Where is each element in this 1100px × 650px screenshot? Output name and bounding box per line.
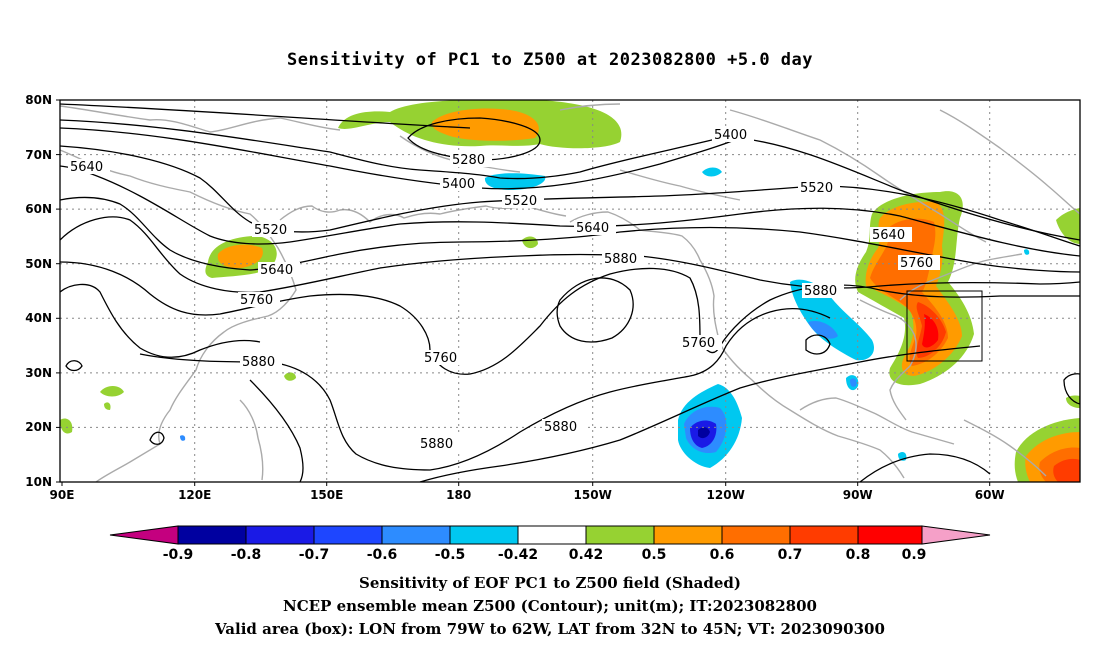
contour-label: 5520 [800,181,833,196]
y-tick-label: 70N [25,148,52,162]
colorbar-swatch [449,525,519,545]
y-tick-label: 50N [25,257,52,271]
contour-label: 5520 [254,223,287,238]
colorbar-swatch [245,525,315,545]
y-tick-label: 20N [25,420,52,434]
colorbar-swatch [517,525,587,545]
contour-label: 5760 [900,256,933,271]
contour-label: 5640 [260,263,293,278]
colorbar-label: -0.9 [163,547,194,563]
colorbar-swatch [381,525,451,545]
contour-label: 5760 [240,293,273,308]
coastlines [60,103,1080,482]
colorbar-label: 0.7 [778,547,803,563]
contour-label: 5520 [504,194,537,209]
colorbar-label: -0.8 [231,547,262,563]
y-tick-label: 30N [25,366,52,380]
colorbar: -0.9 -0.8 -0.7 -0.6 -0.5 -0.42 0.42 0.5 … [109,525,991,563]
x-tick-label: 150W [574,488,612,502]
contour-label: 5400 [714,128,747,143]
colorbar-label: 0.5 [642,547,667,563]
colorbar-label: -0.5 [435,547,466,563]
contour-label: 5640 [70,160,103,175]
colorbar-label: -0.6 [367,547,398,563]
y-tick-label: 40N [25,311,52,325]
contour-label: 5880 [420,437,453,452]
x-tick-label: 120E [178,488,211,502]
x-tick-label: 120W [707,488,745,502]
x-tick-label: 180 [446,488,471,502]
x-tick-label: 60W [975,488,1005,502]
colorbar-swatch [721,525,791,545]
contour-label: 5880 [242,355,275,370]
x-tick-label: 150E [310,488,343,502]
colorbar-right-triangle [921,525,991,545]
colorbar-swatch [789,525,859,545]
contour-label: 5880 [604,252,637,267]
contour-label: 5280 [452,153,485,168]
y-tick-label: 80N [25,93,52,107]
contour-label: 5760 [682,336,715,351]
x-tick-label: 90E [50,488,75,502]
colorbar-left-triangle [109,525,179,545]
valid-area-box [906,290,983,362]
colorbar-label: 0.6 [710,547,735,563]
x-tick-label: 90W [843,488,873,502]
colorbar-swatch [857,525,923,545]
contour-label: 5880 [544,420,577,435]
colorbar-label: 0.8 [846,547,871,563]
colorbar-label: -0.42 [498,547,538,563]
colorbar-swatch [653,525,723,545]
contour-label: 5640 [576,221,609,236]
colorbar-swatch [177,525,247,545]
footer-valid-area-caption: Valid area (box): LON from 79W to 62W, L… [215,620,885,638]
colorbar-swatch [585,525,655,545]
colorbar-swatch [313,525,383,545]
footer-contour-caption: NCEP ensemble mean Z500 (Contour); unit(… [283,597,817,615]
contour-label-group: 5640 5520 5640 5760 5880 5280 5400 5520 … [68,127,940,452]
y-axis: 80N 70N 60N 50N 40N 30N 20N 10N [25,93,60,489]
contour-label: 5880 [804,284,837,299]
z500-contours [60,103,1080,482]
colorbar-label: -0.7 [299,547,330,563]
y-tick-label: 60N [25,202,52,216]
footer-shading-caption: Sensitivity of EOF PC1 to Z500 field (Sh… [359,574,741,592]
contour-label: 5760 [424,351,457,366]
map-title: Sensitivity of PC1 to Z500 at 2023082800… [286,50,813,70]
colorbar-label: 0.9 [902,547,927,563]
y-tick-label: 10N [25,475,52,489]
contour-label: 5640 [872,228,905,243]
colorbar-label: 0.42 [569,547,604,563]
contour-label: 5400 [442,177,475,192]
plot-frame [59,99,1081,483]
x-axis: 90E 120E 150E 180 150W 120W 90W 60W [50,482,1005,502]
